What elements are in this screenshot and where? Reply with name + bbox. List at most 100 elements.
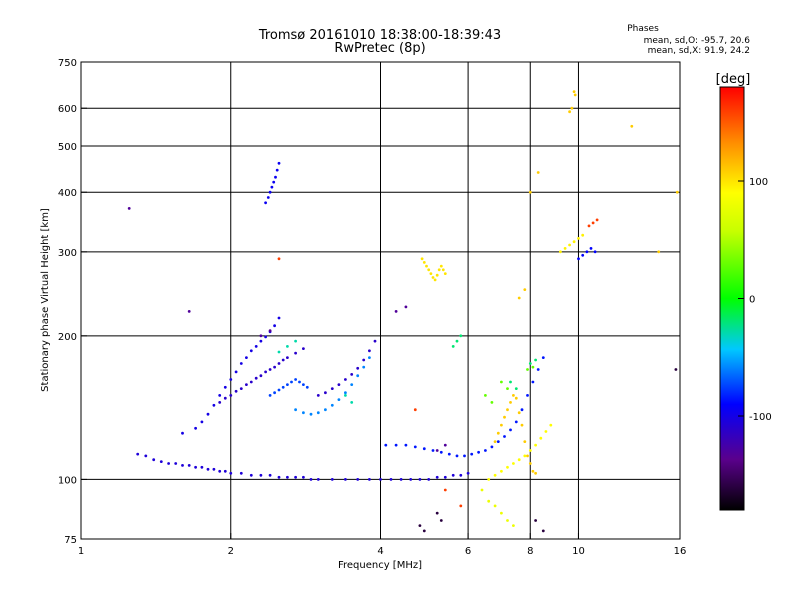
data-point <box>443 475 447 479</box>
data-point <box>270 185 274 189</box>
data-point <box>439 264 443 268</box>
data-point <box>324 408 327 412</box>
data-point <box>506 408 509 412</box>
data-point <box>275 168 279 172</box>
data-point <box>459 504 463 508</box>
data-point <box>187 464 191 467</box>
data-point <box>266 196 270 199</box>
data-point <box>517 411 521 415</box>
data-point <box>526 394 529 397</box>
data-point <box>324 391 327 395</box>
data-point <box>218 469 222 473</box>
data-point <box>422 529 426 533</box>
chart-title: Tromsø 20161010 18:38:00-18:39:43 <box>258 28 501 43</box>
data-point <box>536 368 540 371</box>
stats-header: Phases <box>627 24 659 34</box>
data-point <box>302 411 305 415</box>
data-point <box>418 478 422 481</box>
data-point <box>581 253 585 257</box>
data-point <box>368 356 371 359</box>
data-point <box>200 465 204 469</box>
data-point <box>503 435 506 438</box>
data-point <box>167 462 171 465</box>
data-point <box>587 224 591 228</box>
data-point <box>212 467 216 471</box>
data-point <box>577 237 580 240</box>
data-point <box>563 247 567 250</box>
data-point <box>455 454 459 458</box>
data-point <box>356 366 360 370</box>
data-point <box>316 394 320 397</box>
data-point <box>496 440 500 443</box>
data-point <box>439 450 443 454</box>
data-point <box>174 462 178 465</box>
data-point <box>493 504 497 508</box>
y-tick-label: 100 <box>58 475 77 486</box>
chart-subtitle: RwPretec (8p) <box>334 41 425 56</box>
data-point <box>572 240 576 244</box>
data-point <box>268 473 272 477</box>
data-point <box>506 519 509 522</box>
data-point <box>368 478 371 481</box>
data-point <box>223 469 227 473</box>
data-point <box>298 380 301 384</box>
data-point <box>459 334 463 338</box>
data-point <box>268 190 272 194</box>
stats-line-x: mean, sd,X: 91.9, 24.2 <box>648 46 750 56</box>
data-point <box>509 380 512 384</box>
data-point <box>441 268 445 272</box>
data-point <box>431 276 435 279</box>
data-point <box>206 467 210 471</box>
data-point <box>409 478 413 481</box>
axis-ticks: 1 2 4 6 8 10 16 75 100 200 300 400 500 600 750 <box>58 58 686 557</box>
data-point <box>675 190 679 194</box>
data-point <box>451 473 455 477</box>
x-tick-label: 10 <box>572 546 585 557</box>
data-point <box>427 268 431 272</box>
colorbar-label: [deg] <box>716 72 751 87</box>
data-point <box>389 478 393 481</box>
data-point <box>514 396 518 400</box>
data-point <box>512 524 515 527</box>
data-point <box>568 110 571 114</box>
data-point <box>127 207 131 210</box>
data-point <box>181 464 184 467</box>
data-point <box>273 391 276 395</box>
y-tick-label: 300 <box>58 248 77 259</box>
data-point <box>425 264 428 268</box>
data-point <box>493 473 497 477</box>
data-point <box>239 471 243 475</box>
data-point <box>404 305 408 309</box>
data-point <box>459 473 463 477</box>
data-point <box>514 387 518 390</box>
data-point <box>274 175 277 179</box>
data-point <box>344 391 347 395</box>
data-point <box>218 401 222 404</box>
x-tick-label: 6 <box>465 546 471 557</box>
data-point <box>541 356 545 359</box>
data-point <box>259 339 263 343</box>
data-point <box>302 347 305 350</box>
data-point <box>480 488 484 492</box>
data-point <box>559 250 562 254</box>
data-point <box>447 452 451 456</box>
data-point <box>223 385 227 389</box>
data-point <box>264 370 267 374</box>
data-point <box>435 511 439 515</box>
data-point <box>302 383 305 386</box>
data-point <box>523 440 527 443</box>
y-tick-label: 400 <box>58 188 77 199</box>
data-point <box>239 362 243 365</box>
data-point <box>234 370 238 374</box>
data-point <box>523 454 527 458</box>
data-point <box>152 458 156 462</box>
data-point <box>249 349 253 353</box>
data-point <box>356 374 360 378</box>
data-point <box>526 454 529 458</box>
data-point <box>591 221 595 225</box>
data-point <box>451 345 455 348</box>
data-point <box>330 478 334 481</box>
data-point <box>427 478 431 481</box>
data-point <box>487 478 491 481</box>
